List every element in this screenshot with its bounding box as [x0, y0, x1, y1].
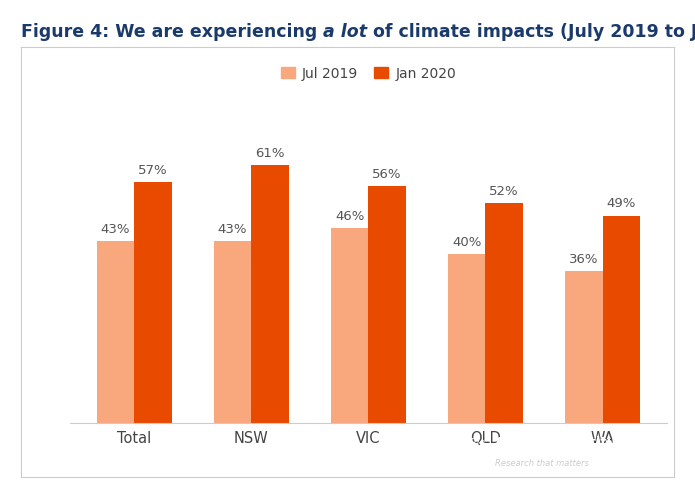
Text: of climate impacts (July 2019 to January 2020): of climate impacts (July 2019 to January… — [367, 23, 695, 41]
Bar — [485, 203, 523, 423]
Text: 36%: 36% — [569, 252, 598, 266]
Text: Research that matters: Research that matters — [495, 459, 589, 467]
Bar — [214, 241, 252, 423]
Bar — [252, 165, 288, 423]
Bar — [134, 182, 172, 423]
Text: 40%: 40% — [452, 236, 482, 248]
Text: 43%: 43% — [218, 223, 247, 236]
Text: Australia Institute: Australia Institute — [495, 436, 631, 450]
Text: The: The — [469, 438, 486, 448]
Text: Figure 4: We are experiencing: Figure 4: We are experiencing — [21, 23, 323, 41]
Bar — [565, 271, 603, 423]
Text: 61%: 61% — [255, 147, 285, 159]
Text: 56%: 56% — [373, 168, 402, 181]
Text: 46%: 46% — [335, 210, 364, 223]
Text: Figure 4: We are experiencing: Figure 4: We are experiencing — [21, 23, 323, 41]
Text: a lot: a lot — [323, 23, 367, 41]
Bar — [448, 254, 485, 423]
Bar — [368, 186, 406, 423]
Bar — [603, 215, 640, 423]
Bar — [331, 228, 368, 423]
Bar — [97, 241, 134, 423]
Text: 49%: 49% — [607, 197, 636, 211]
Text: 43%: 43% — [101, 223, 130, 236]
Text: 57%: 57% — [138, 163, 167, 177]
Legend: Jul 2019, Jan 2020: Jul 2019, Jan 2020 — [275, 61, 461, 86]
Text: 52%: 52% — [489, 184, 519, 198]
